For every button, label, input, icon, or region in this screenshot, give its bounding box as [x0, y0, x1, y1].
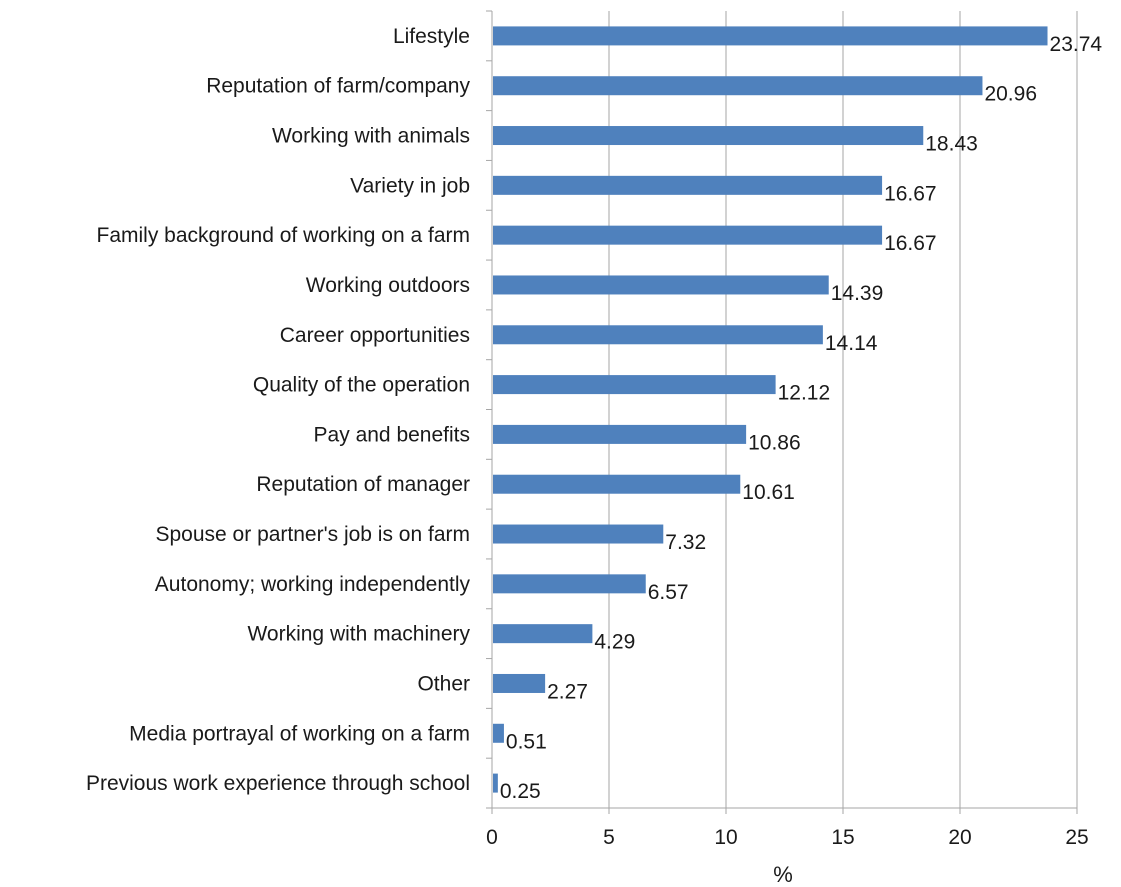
- value-label-9: 10.61: [742, 481, 795, 504]
- value-label-11: 6.57: [648, 581, 689, 604]
- axes: [486, 10, 1078, 814]
- category-label-9: Reputation of manager: [256, 473, 470, 496]
- category-label-4: Family background of working on a farm: [97, 224, 471, 247]
- value-label-5: 14.39: [831, 282, 884, 305]
- x-tick-labels: 0 5 10 15 20 25: [486, 826, 1089, 849]
- x-tick-label-4: 20: [948, 826, 971, 849]
- bar-9: [493, 474, 741, 494]
- bar-2: [493, 126, 924, 146]
- bar-3: [493, 175, 883, 195]
- bar-6: [493, 325, 823, 345]
- value-label-4: 16.67: [884, 232, 937, 255]
- category-label-13: Other: [417, 672, 470, 695]
- x-tick-label-3: 15: [831, 826, 854, 849]
- value-label-10: 7.32: [665, 531, 706, 554]
- value-label-0: 23.74: [1050, 33, 1103, 56]
- x-tick-label-5: 25: [1065, 826, 1088, 849]
- bar-11: [493, 574, 646, 594]
- category-label-7: Quality of the operation: [253, 374, 470, 397]
- bar-1: [493, 76, 983, 96]
- bar-13: [493, 673, 546, 693]
- x-tick-label-1: 5: [603, 826, 615, 849]
- category-label-15: Previous work experience through school: [86, 772, 470, 795]
- category-label-6: Career opportunities: [280, 324, 470, 347]
- x-tick-label-2: 10: [714, 826, 737, 849]
- x-tick-label-0: 0: [486, 826, 498, 849]
- category-label-10: Spouse or partner's job is on farm: [156, 523, 471, 546]
- x-axis-label: %: [773, 862, 793, 887]
- value-label-6: 14.14: [825, 332, 878, 355]
- bar-8: [493, 424, 747, 444]
- value-label-8: 10.86: [748, 431, 801, 454]
- bar-12: [493, 624, 593, 644]
- bar-7: [493, 375, 776, 395]
- category-label-3: Variety in job: [350, 174, 470, 197]
- value-label-13: 2.27: [547, 680, 588, 703]
- value-label-3: 16.67: [884, 182, 937, 205]
- category-label-8: Pay and benefits: [314, 423, 470, 446]
- bar-15: [493, 773, 498, 793]
- category-labels: Lifestyle Reputation of farm/company Worki…: [86, 25, 471, 795]
- bar-14: [493, 723, 504, 743]
- category-label-12: Working with machinery: [247, 623, 470, 646]
- bar-0: [493, 26, 1048, 46]
- category-label-11: Autonomy; working independently: [155, 573, 471, 596]
- bar-4: [493, 225, 883, 245]
- bar-5: [493, 275, 829, 295]
- value-label-7: 12.12: [778, 382, 831, 405]
- value-label-14: 0.51: [506, 730, 547, 753]
- value-labels: 23.74 20.96 18.43 16.67 16.67 14.39 14.14 12.12…: [500, 33, 1103, 803]
- category-label-2: Working with animals: [272, 125, 470, 148]
- value-label-12: 4.29: [594, 631, 635, 654]
- bars: [493, 26, 1048, 793]
- value-label-2: 18.43: [925, 133, 978, 156]
- category-label-1: Reputation of farm/company: [206, 75, 470, 98]
- category-label-0: Lifestyle: [393, 25, 470, 48]
- value-label-15: 0.25: [500, 780, 541, 803]
- category-label-14: Media portrayal of working on a farm: [129, 722, 470, 745]
- bar-10: [493, 524, 664, 544]
- value-label-1: 20.96: [984, 83, 1037, 106]
- category-label-5: Working outdoors: [306, 274, 470, 297]
